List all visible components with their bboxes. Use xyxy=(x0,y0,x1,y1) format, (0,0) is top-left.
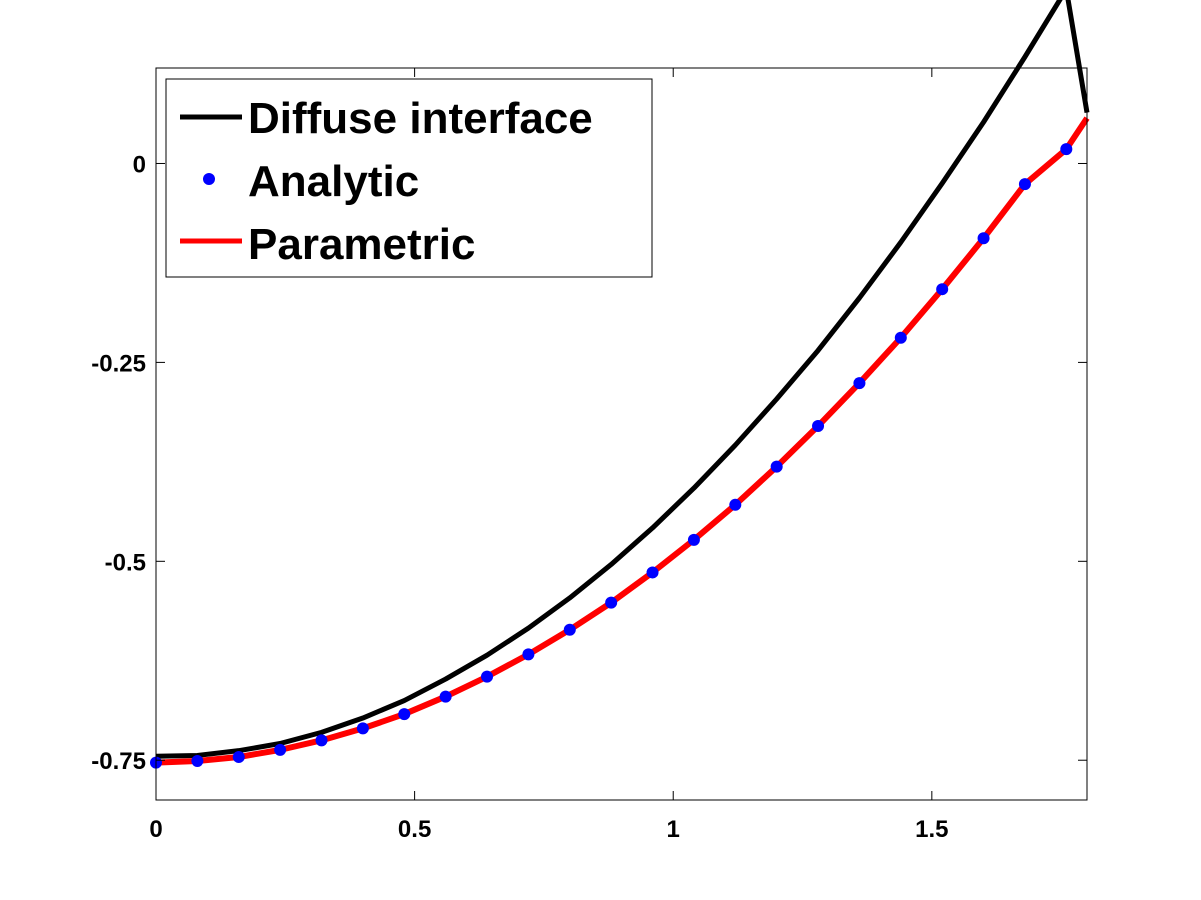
y-tick-label: -0.25 xyxy=(91,350,146,377)
x-tick-label: 1.5 xyxy=(915,816,948,843)
series-point-analytic xyxy=(770,460,783,473)
legend-label-parametric: Parametric xyxy=(248,220,475,269)
series-point-analytic xyxy=(605,596,618,609)
axes-box xyxy=(155,67,1088,801)
series-point-analytic xyxy=(812,420,825,433)
legend-label-analytic: Analytic xyxy=(248,157,419,206)
y-tick-label: -0.75 xyxy=(91,748,146,775)
series-point-analytic xyxy=(1018,178,1031,191)
legend-swatch-analytic xyxy=(203,173,215,185)
x-tick-label: 0.5 xyxy=(398,816,431,843)
series-point-analytic xyxy=(894,331,907,344)
legend: Diffuse interface Analytic Parametric xyxy=(165,78,653,278)
series-point-analytic xyxy=(191,755,204,768)
legend-label-diffuse-interface: Diffuse interface xyxy=(248,94,593,143)
series-line-diffuse-interface xyxy=(155,0,1090,759)
series-point-analytic xyxy=(315,734,328,747)
series-point-analytic xyxy=(977,232,990,245)
series-point-analytic xyxy=(274,743,287,756)
series-line-parametric xyxy=(155,116,1090,766)
series-point-analytic xyxy=(646,566,659,579)
x-tick-label: 0 xyxy=(149,816,162,843)
series-point-analytic xyxy=(356,722,369,735)
series-point-analytic xyxy=(481,670,494,683)
series-point-analytic xyxy=(563,623,576,636)
y-tick-label: -0.5 xyxy=(105,549,146,576)
ticks-layer: 0 0.5 1 1.5 0 -0.25 -0.5 -0.75 xyxy=(91,68,1087,843)
series-point-analytic xyxy=(1060,143,1073,156)
series-point-analytic xyxy=(853,377,866,390)
series-point-analytic xyxy=(232,751,245,764)
series-point-analytic xyxy=(439,690,452,703)
series-point-analytic xyxy=(398,708,411,721)
series-layer xyxy=(150,0,1090,769)
series-point-analytic xyxy=(936,283,949,296)
series-point-analytic xyxy=(687,533,700,546)
series-point-analytic xyxy=(522,648,535,661)
x-tick-label: 1 xyxy=(667,816,680,843)
y-tick-label: 0 xyxy=(133,151,146,178)
legend-box xyxy=(165,78,653,278)
series-point-analytic xyxy=(729,498,742,511)
